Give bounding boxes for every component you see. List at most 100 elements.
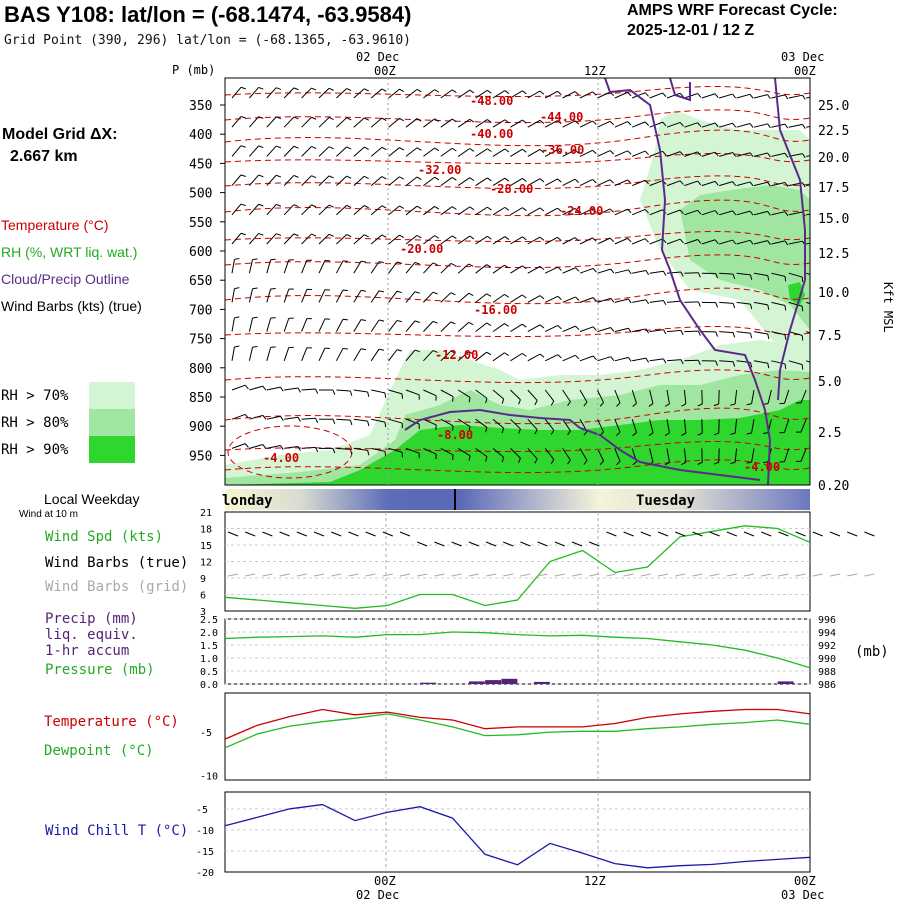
wind-barb-feather [434, 235, 440, 239]
wind-barb-feather [557, 295, 562, 301]
wind-barb-feather [252, 258, 258, 261]
windchill-tick--15: -15 [196, 847, 214, 858]
wind-barb-true [761, 531, 772, 537]
wind-barb [423, 321, 434, 332]
wind-barb-feather [697, 272, 701, 278]
wind-barb-grid [537, 573, 548, 577]
wind-barb-feather [767, 363, 770, 369]
wind-barb [440, 263, 452, 274]
wind-barb [597, 120, 611, 128]
wind-barb-feather [539, 324, 545, 329]
wind-barb-feather [276, 174, 282, 178]
wind-barb [753, 301, 768, 306]
wind-barb-grid [468, 573, 479, 577]
pressure-tick-800: 800 [189, 362, 212, 377]
wind-barb [510, 389, 521, 401]
wind-barb-feather [504, 119, 510, 124]
height-tick-22.5: 22.5 [818, 124, 849, 139]
precip-liq-label: liq. equiv. [45, 627, 138, 643]
wind-barb [423, 418, 437, 426]
wind-barb-feather [332, 448, 336, 454]
wind-barb-feather [627, 238, 632, 243]
wind-barb-feather [451, 206, 457, 210]
precip-accum-label: 1-hr accum [45, 643, 130, 659]
wind-barb [579, 448, 588, 461]
wind-barb-feather [750, 362, 753, 368]
wind-barb [788, 272, 803, 278]
wind-barb-feather [518, 457, 521, 463]
wind-barb-feather [644, 150, 649, 156]
wind-barb-feather [234, 345, 240, 348]
wind-barb [527, 149, 541, 157]
wind-barb [579, 149, 593, 157]
wind-barb-feather [396, 261, 402, 264]
wind-barb [771, 123, 786, 128]
wind-barb [771, 331, 786, 336]
wind-barb-feather [416, 234, 422, 239]
wind-barb [457, 418, 471, 428]
wind-barb-feather [644, 209, 649, 214]
wind-barb [371, 389, 385, 394]
wind-barb-feather [451, 147, 457, 152]
wind-barb-feather [550, 429, 555, 435]
legend-rh90-swatch [89, 436, 135, 463]
wind-barb [457, 206, 471, 216]
wind-barb [231, 288, 235, 303]
wind-barb-feather [767, 240, 771, 245]
wind-barb [492, 90, 506, 99]
wind-barb-feather [342, 347, 348, 350]
wind-barb-feather [644, 121, 649, 126]
wind-barb [719, 122, 733, 128]
temperature-tick--10: -10 [200, 772, 218, 783]
wind-barb [736, 93, 751, 99]
wind-barb [562, 418, 571, 432]
wind-barb [318, 117, 330, 128]
wind-barb [783, 448, 790, 462]
wind-barb-feather [784, 363, 787, 369]
wind-barb [423, 262, 434, 274]
wind-barb [492, 352, 505, 362]
wind-barb [370, 176, 383, 186]
wind-barb-feather [450, 350, 456, 354]
wind-barb [684, 209, 698, 216]
pressure-label: Pressure (mb) [45, 662, 155, 678]
wind-barb [719, 301, 734, 304]
wind-barb-true [485, 541, 497, 547]
wind-barb-feather [557, 236, 562, 241]
wind-barb-feather [749, 240, 754, 245]
wind-barb-true [795, 531, 806, 537]
wind-barb-feather [767, 275, 770, 281]
wind-barb-grid [554, 573, 565, 577]
wind-barb-feather [364, 175, 369, 180]
wind-barb [649, 419, 654, 433]
wind-barb [266, 204, 277, 216]
wind-barb [631, 419, 638, 433]
wind-barb [684, 239, 698, 245]
wind-barb [632, 209, 646, 216]
wind-barb-true [503, 541, 514, 547]
wind-barb [423, 389, 437, 397]
wind-barb [806, 125, 810, 128]
wind-barb-feather [468, 321, 474, 326]
wind-barb [579, 267, 594, 274]
pressure-tick-900: 900 [189, 420, 212, 435]
wind-tick-12: 12 [200, 558, 212, 569]
wind-barb-feather [469, 89, 475, 94]
wind-barb-grid [778, 573, 789, 577]
station-title: BAS Y108: lat/lon = (-68.1474, -63.9584) [4, 2, 412, 27]
wind-barb [800, 448, 807, 462]
wind-barb-feather [609, 208, 615, 213]
wind-barb-true [606, 531, 617, 537]
wind-barb-feather [715, 273, 718, 279]
wind-barb [632, 238, 646, 245]
wind-barb [527, 178, 541, 187]
wind-barb [800, 389, 807, 404]
wind-barb-grid [795, 573, 806, 577]
wind-barb [423, 206, 435, 216]
wind-barb-feather [750, 274, 753, 280]
wind-barb-feather [567, 430, 571, 436]
wind-barb-feather [714, 210, 719, 215]
wind-barb [457, 148, 471, 157]
wind-barb [783, 389, 790, 404]
pressure-unit-label: (mb) [855, 644, 889, 660]
